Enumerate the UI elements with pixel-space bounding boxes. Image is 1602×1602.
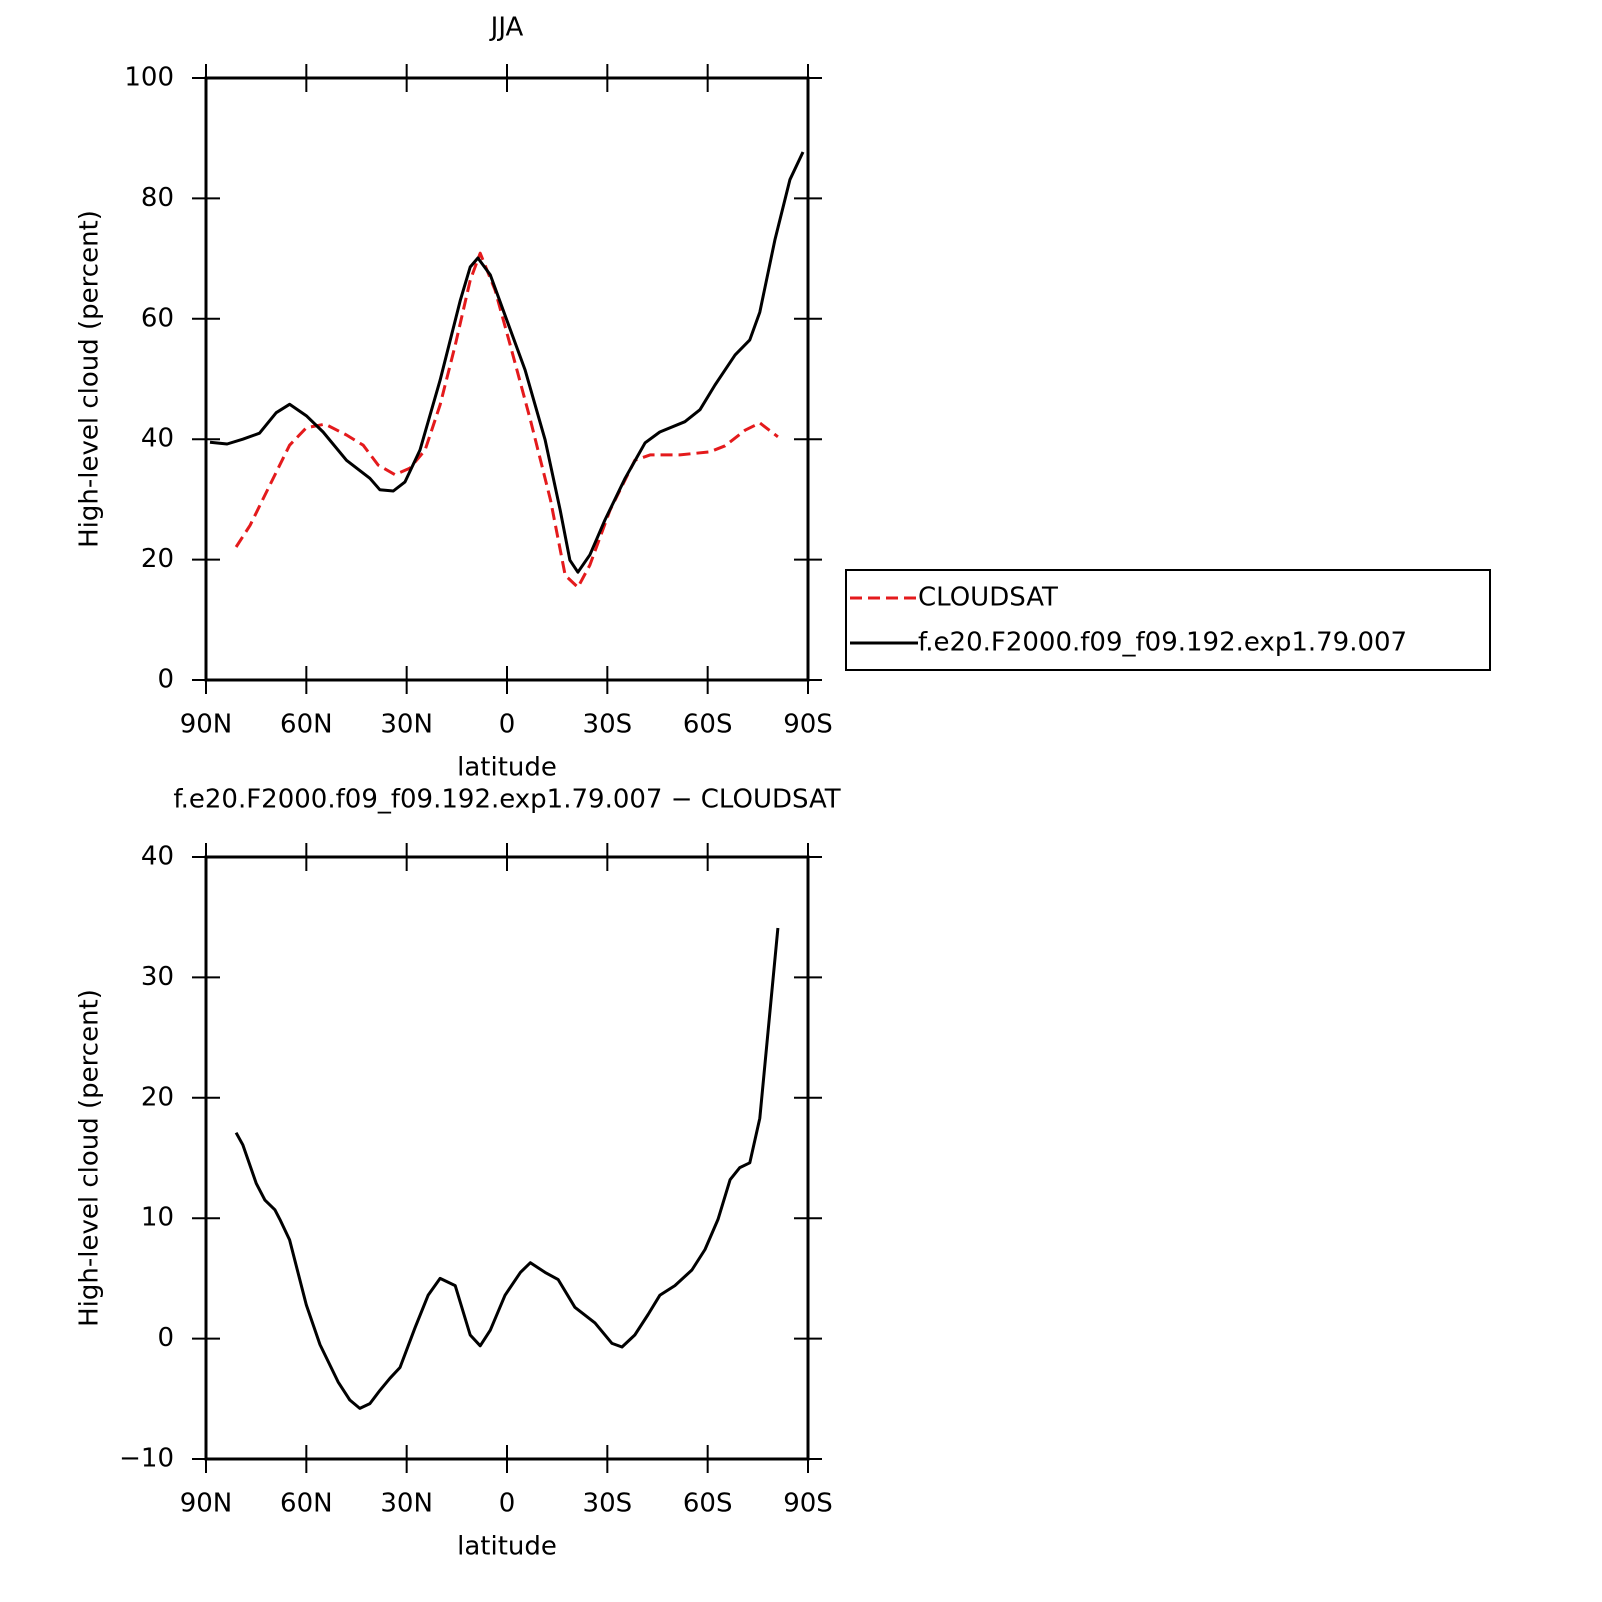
x-tick-label: 0 <box>499 710 516 740</box>
x-tick-label: 90S <box>783 710 833 740</box>
chart-title: f.e20.F2000.f09_f09.192.exp1.79.007 − CL… <box>173 785 840 815</box>
x-tick-label: 90N <box>180 1489 233 1519</box>
legend-box <box>845 569 1491 671</box>
legend-label: CLOUDSAT <box>918 583 1058 613</box>
y-axis-label: High-level cloud (percent) <box>75 210 105 548</box>
data-line <box>234 251 779 589</box>
x-axis-label: latitude <box>457 753 557 783</box>
x-tick-label: 60S <box>683 710 733 740</box>
y-tick-label: 60 <box>141 303 174 333</box>
x-tick-label: 30S <box>583 1489 633 1519</box>
plot-frame <box>204 855 810 1461</box>
x-tick-label: 90S <box>783 1489 833 1519</box>
x-tick-label: 90N <box>180 710 233 740</box>
y-tick-label: 40 <box>141 424 174 454</box>
x-tick-label: 60N <box>280 1489 333 1519</box>
x-tick-label: 30N <box>380 1489 433 1519</box>
data-line <box>209 151 805 574</box>
y-tick-label: 40 <box>141 842 174 872</box>
y-tick-label: 0 <box>157 1323 174 1353</box>
x-tick-label: 60N <box>280 710 333 740</box>
x-tick-label: 60S <box>683 1489 733 1519</box>
plot-frame <box>204 76 810 682</box>
y-tick-label: −10 <box>119 1444 174 1474</box>
x-axis-label: latitude <box>457 1532 557 1562</box>
x-tick-label: 30N <box>380 710 433 740</box>
y-tick-label: 30 <box>141 962 174 992</box>
x-tick-label: 30S <box>583 710 633 740</box>
y-tick-label: 20 <box>141 1082 174 1112</box>
y-tick-label: 80 <box>141 183 174 213</box>
legend-label: f.e20.F2000.f09_f09.192.exp1.79.007 <box>918 628 1407 658</box>
data-line <box>234 927 780 1410</box>
chart-title: JJA <box>489 13 524 43</box>
y-tick-label: 100 <box>124 63 174 93</box>
x-tick-label: 0 <box>499 1489 516 1519</box>
y-axis-label: High-level cloud (percent) <box>75 989 105 1327</box>
y-tick-label: 20 <box>141 544 174 574</box>
y-tick-label: 10 <box>141 1203 174 1233</box>
y-tick-label: 0 <box>157 665 174 695</box>
